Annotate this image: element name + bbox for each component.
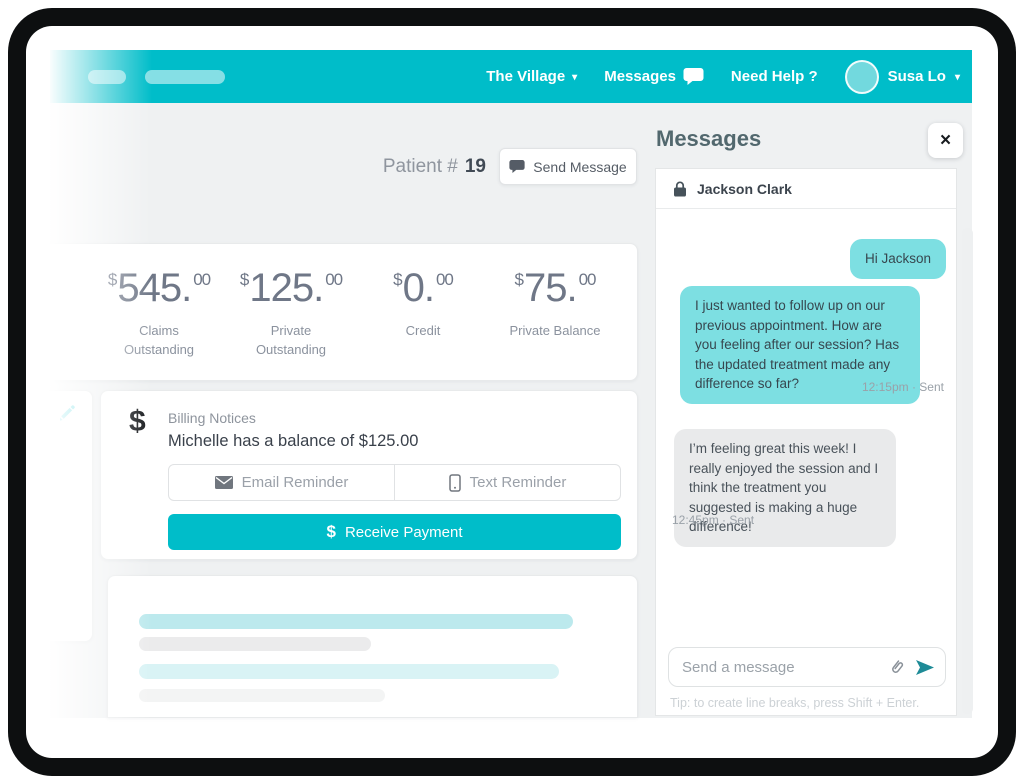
nav-help-label: Need Help ? bbox=[730, 68, 818, 85]
nav-messages-link[interactable]: Messages bbox=[604, 67, 704, 86]
close-panel-button[interactable]: × bbox=[928, 123, 963, 158]
nav-skeleton-pill bbox=[145, 70, 225, 84]
stat-value: $545. 00 bbox=[107, 266, 211, 310]
nav-practice-menu[interactable]: The Village ▾ bbox=[486, 68, 577, 85]
nav-help-link[interactable]: Need Help ? bbox=[731, 68, 818, 85]
chat-scrollbar[interactable] bbox=[962, 228, 973, 714]
envelope-icon bbox=[214, 476, 233, 489]
dollar-icon: $ bbox=[129, 405, 146, 438]
billing-notice-text: Michelle has a balance of $125.00 bbox=[168, 432, 419, 450]
stat-claims-outstanding: $545. 00 Claims Outstanding bbox=[93, 268, 225, 380]
send-message-icon[interactable] bbox=[915, 659, 935, 676]
stat-value: $125. 00 bbox=[239, 266, 343, 310]
chat-container: Jackson Clark Hi Jackson I just wanted t… bbox=[655, 168, 957, 716]
send-message-button[interactable]: Send Message bbox=[499, 148, 637, 185]
messages-panel-title: Messages bbox=[656, 126, 762, 151]
text-reminder-label: Text Reminder bbox=[469, 474, 567, 491]
activity-skeleton-card bbox=[107, 575, 638, 718]
nav-messages-label: Messages bbox=[604, 68, 676, 85]
chat-bubble-incoming: I’m feeling great this week! I really en… bbox=[674, 429, 896, 547]
patient-number-value: 19 bbox=[464, 155, 486, 177]
lock-icon bbox=[673, 181, 687, 197]
text-reminder-button[interactable]: Text Reminder bbox=[394, 465, 620, 500]
chat-bubble-outgoing: I just wanted to follow up on our previo… bbox=[680, 286, 920, 404]
reminder-button-group: Email Reminder Text Reminder bbox=[168, 464, 621, 501]
message-input[interactable] bbox=[682, 658, 879, 676]
nav-right-group: The Village ▾ Messages Need Help ? Susa … bbox=[486, 50, 960, 103]
chevron-down-icon: ▾ bbox=[572, 71, 578, 83]
patient-number-label: Patient # bbox=[382, 155, 458, 177]
avatar bbox=[844, 59, 879, 94]
side-card bbox=[40, 390, 93, 642]
skeleton-line bbox=[139, 637, 371, 651]
chat-bubble-outgoing: Hi Jackson bbox=[849, 239, 946, 279]
stat-credit: $0. 00 Credit bbox=[357, 268, 489, 380]
user-name: Susa Lo bbox=[887, 68, 946, 85]
stat-label: Private Outstanding bbox=[255, 323, 327, 357]
email-reminder-button[interactable]: Email Reminder bbox=[169, 465, 394, 500]
billing-notices-card: $ Billing Notices Michelle has a balance… bbox=[100, 390, 638, 560]
nav-user-menu[interactable]: Susa Lo ▾ bbox=[844, 59, 960, 94]
balance-summary-card: $545. 00 Claims Outstanding $125. 00 Priva… bbox=[40, 243, 638, 381]
nav-skeleton-pill bbox=[88, 70, 126, 84]
stat-value: $75. 00 bbox=[514, 266, 597, 310]
skeleton-line bbox=[139, 689, 385, 702]
chevron-down-icon: ▾ bbox=[954, 71, 960, 83]
skeleton-line bbox=[139, 614, 573, 629]
stat-label: Private Balance bbox=[509, 323, 601, 338]
send-message-label: Send Message bbox=[533, 158, 627, 175]
practice-menu-label: The Village bbox=[486, 68, 566, 85]
top-navbar: The Village ▾ Messages Need Help ? Susa … bbox=[50, 50, 972, 103]
stat-label: Claims Outstanding bbox=[123, 323, 195, 357]
edit-pencil-icon[interactable] bbox=[57, 403, 77, 423]
message-input-box bbox=[668, 647, 946, 687]
stat-label: Credit bbox=[405, 323, 441, 338]
speech-bubble-icon bbox=[509, 159, 525, 174]
phone-icon bbox=[448, 473, 461, 492]
email-reminder-label: Email Reminder bbox=[241, 474, 349, 491]
stat-private-outstanding: $125. 00 Private Outstanding bbox=[225, 268, 357, 380]
conversation-header[interactable]: Jackson Clark bbox=[656, 169, 956, 209]
receive-payment-button[interactable]: $ Receive Payment bbox=[168, 514, 621, 550]
speech-bubble-icon bbox=[683, 67, 704, 86]
message-timestamp: 12:15pm · Sent bbox=[861, 380, 944, 394]
attachment-paperclip-icon[interactable] bbox=[889, 659, 905, 676]
close-icon: × bbox=[939, 129, 952, 151]
message-timestamp: 12:45pm · Sent bbox=[672, 513, 755, 527]
billing-notices-title: Billing Notices bbox=[168, 410, 256, 426]
stat-private-balance: $75. 00 Private Balance bbox=[489, 268, 621, 380]
skeleton-line bbox=[139, 664, 559, 679]
receive-payment-label: Receive Payment bbox=[344, 523, 463, 541]
patient-header: Patient # 19 bbox=[240, 148, 486, 185]
stat-value: $0. 00 bbox=[393, 266, 454, 310]
dollar-icon: $ bbox=[326, 522, 336, 541]
linebreak-tip: Tip: to create line breaks, press Shift … bbox=[670, 696, 920, 710]
conversation-name: Jackson Clark bbox=[697, 180, 792, 197]
